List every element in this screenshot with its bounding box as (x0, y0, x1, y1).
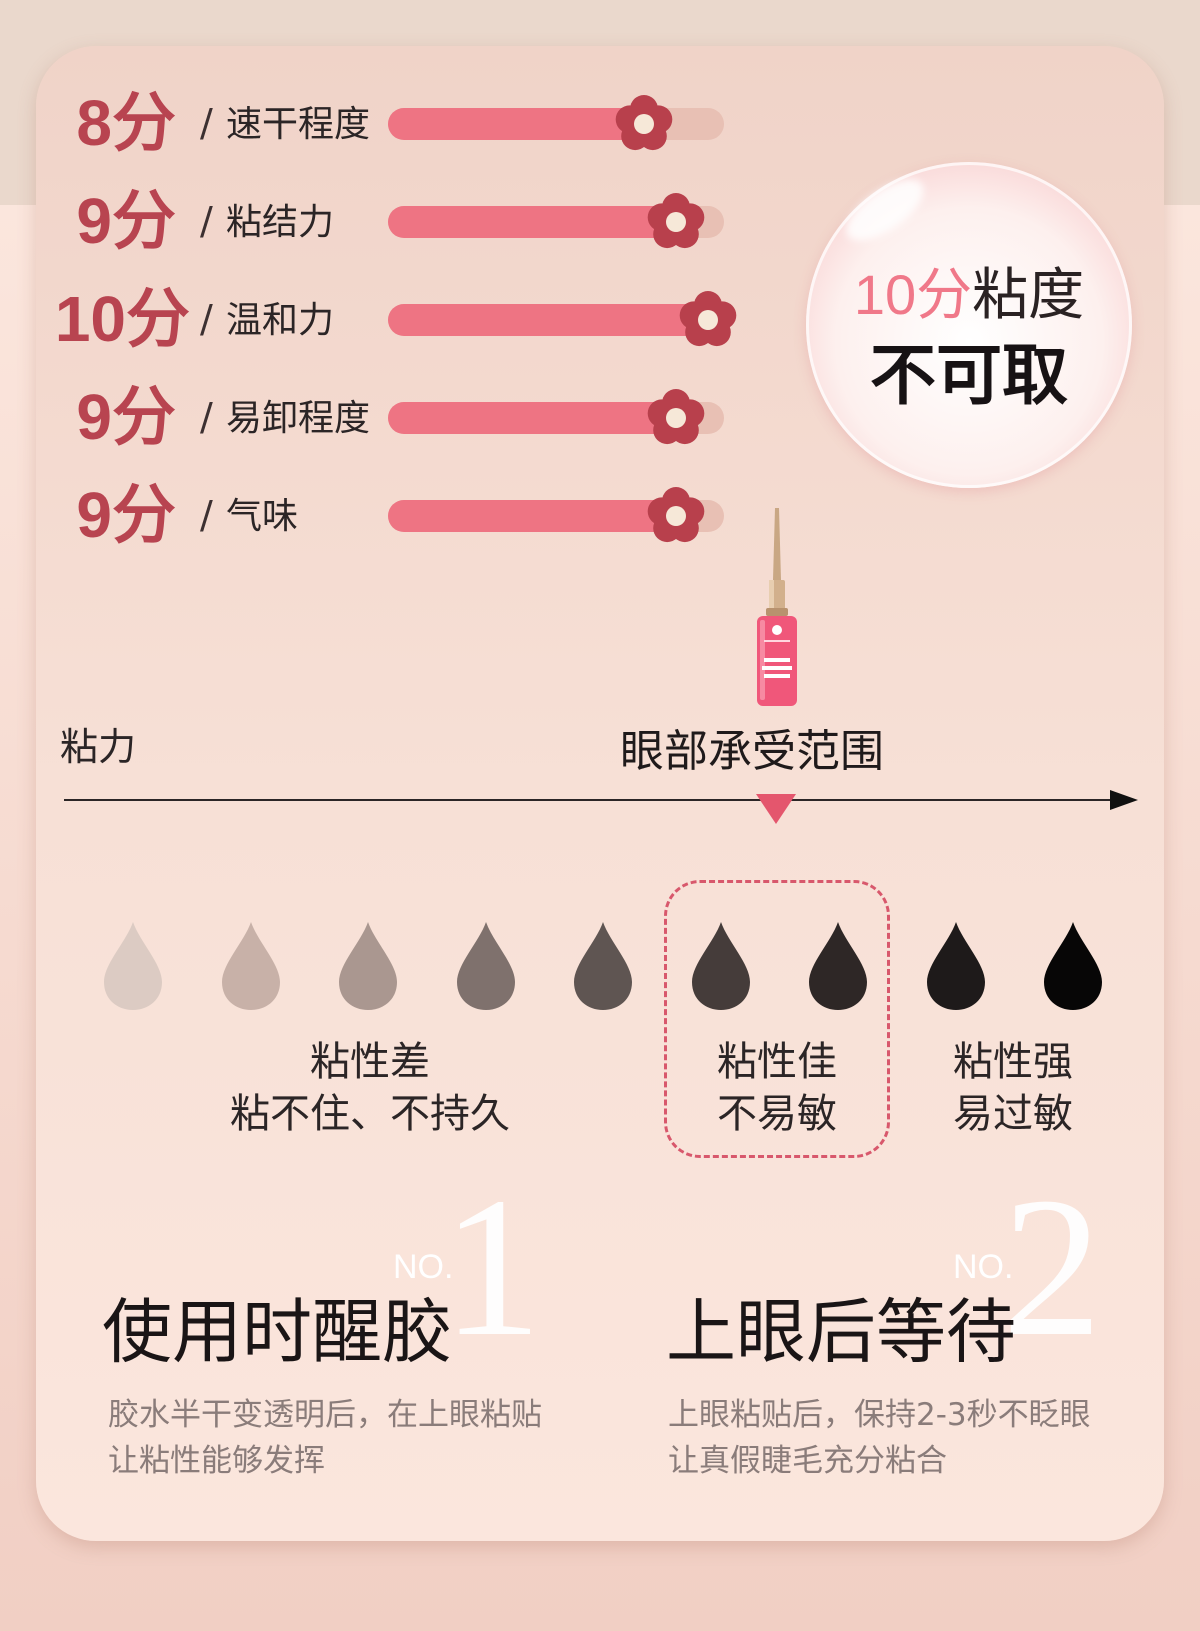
drop-icon (337, 920, 399, 1012)
flower-icon (610, 90, 678, 158)
flower-icon (642, 482, 710, 550)
axis-marker-icon (756, 794, 796, 824)
step-description: 胶水半干变透明后，在上眼粘贴 让粘性能够发挥 (108, 1392, 542, 1484)
rating-row-odor: 9分 / 气味 (0, 470, 760, 560)
drop-group-desc: 粘不住、不持久 (230, 1091, 510, 1137)
rating-bar-fill (388, 500, 676, 532)
drop-group-good: 粘性佳 不易敏 (664, 1036, 890, 1140)
bubble-subline: 不可取 (870, 337, 1068, 414)
step-number: 1 (442, 1157, 542, 1378)
rating-bar-fill (388, 402, 676, 434)
drop-icon (455, 920, 517, 1012)
drop-icon (690, 920, 752, 1012)
rating-bar-track (388, 389, 724, 445)
rating-label: 易卸程度 (226, 398, 371, 439)
rating-bar-fill (388, 108, 644, 140)
rating-bar-track (388, 291, 737, 347)
step-desc-line: 上眼粘贴后，保持2-3秒不眨眼 (668, 1397, 1091, 1433)
axis-left-label: 粘力 (60, 725, 137, 769)
flower-icon (642, 384, 710, 452)
rating-score: 8分 (76, 87, 176, 159)
rating-bar-fill (388, 304, 708, 336)
step-title: 使用时醒胶 (102, 1291, 452, 1373)
drop-group-weak: 粘性差 粘不住、不持久 (200, 1036, 540, 1140)
step-desc-line: 让粘性能够发挥 (108, 1443, 325, 1479)
rating-score: 9分 (76, 185, 176, 257)
rating-label: 速干程度 (226, 104, 371, 145)
drop-icon (572, 920, 634, 1012)
rating-separator: / (200, 199, 213, 243)
rating-bar-track (388, 95, 724, 151)
rating-separator: / (200, 493, 213, 537)
drop-group-title: 粘性差 (310, 1039, 430, 1085)
rating-bar-track (388, 487, 724, 543)
glue-bottle-image (757, 508, 797, 706)
axis-arrow (64, 790, 1138, 824)
rating-row-adhesion: 9分 / 粘结力 (0, 176, 760, 266)
rating-bar-fill (388, 206, 676, 238)
rating-label: 温和力 (226, 300, 335, 341)
rating-score: 9分 (76, 479, 176, 551)
bubble-rest-text: 粘度 (972, 263, 1085, 328)
rating-separator: / (200, 395, 213, 439)
step-desc-line: 胶水半干变透明后，在上眼粘贴 (108, 1397, 542, 1433)
rating-label: 粘结力 (226, 202, 335, 243)
drop-group-desc: 易过敏 (953, 1091, 1073, 1137)
step-number: 2 (1002, 1157, 1102, 1378)
drop-group-strong: 粘性强 易过敏 (900, 1036, 1126, 1140)
rating-row-gentleness: 10分 / 温和力 (0, 274, 760, 364)
drop-icon (807, 920, 869, 1012)
drop-group-title: 粘性强 (953, 1039, 1073, 1085)
rating-score: 9分 (76, 381, 176, 453)
rating-separator: / (200, 101, 213, 145)
rating-row-quick-dry: 8分 / 速干程度 (0, 78, 760, 168)
drop-icon (102, 920, 164, 1012)
flower-icon (674, 286, 742, 354)
drop-group-title: 粘性佳 (717, 1039, 837, 1085)
rating-label: 气味 (226, 496, 299, 537)
bubble-accent-text: 10分 (853, 263, 973, 326)
step-description: 上眼粘贴后，保持2-3秒不眨眼 让真假睫毛充分粘合 (668, 1392, 1091, 1484)
rating-score: 10分 (54, 283, 190, 355)
drop-group-desc: 不易敏 (717, 1091, 837, 1137)
flower-icon (642, 188, 710, 256)
rating-bar-track (388, 193, 724, 249)
step-no-label: NO. (953, 1248, 1014, 1286)
drop-icon (220, 920, 282, 1012)
bubble-headline: 10分粘度 (806, 262, 1132, 329)
axis-center-label: 眼部承受范围 (620, 726, 884, 777)
optimal-range-box (664, 880, 890, 1158)
step-desc-line: 让真假睫毛充分粘合 (668, 1443, 947, 1479)
step-no-label: NO. (393, 1248, 454, 1286)
drop-icon (1042, 920, 1104, 1012)
rating-row-easy-removal: 9分 / 易卸程度 (0, 372, 760, 462)
rating-separator: / (200, 297, 213, 341)
drop-icon (925, 920, 987, 1012)
step-title: 上眼后等待 (666, 1291, 1016, 1373)
